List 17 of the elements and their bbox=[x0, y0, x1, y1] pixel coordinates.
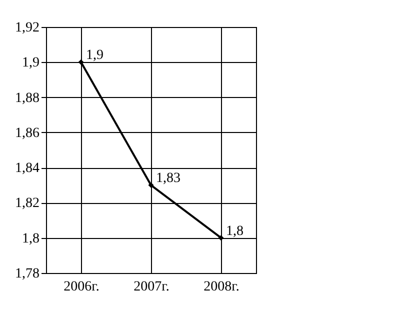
point bbox=[78, 59, 84, 65]
y-tick-label: 1,8 bbox=[22, 231, 40, 246]
x-tick-label: 2006г. bbox=[64, 280, 100, 294]
data-label: 1,9 bbox=[86, 48, 104, 64]
y-tick-label: 1,84 bbox=[15, 161, 40, 176]
y-tick-label: 1,9 bbox=[22, 56, 40, 71]
x-tick-label: 2008г. bbox=[204, 280, 240, 294]
point bbox=[148, 182, 154, 188]
data-label: 1,8 bbox=[226, 224, 244, 239]
point bbox=[218, 235, 224, 241]
y-tick-label: 1,92 bbox=[15, 20, 40, 36]
data-label: 1,83 bbox=[156, 171, 180, 186]
y-tick-label: 1,86 bbox=[15, 126, 40, 141]
y-tick-label: 1,88 bbox=[15, 90, 40, 106]
x-tick-label: 2007г. bbox=[134, 280, 170, 294]
y-tick-label: 1,78 bbox=[15, 266, 40, 282]
y-tick-label: 1,82 bbox=[15, 196, 40, 212]
